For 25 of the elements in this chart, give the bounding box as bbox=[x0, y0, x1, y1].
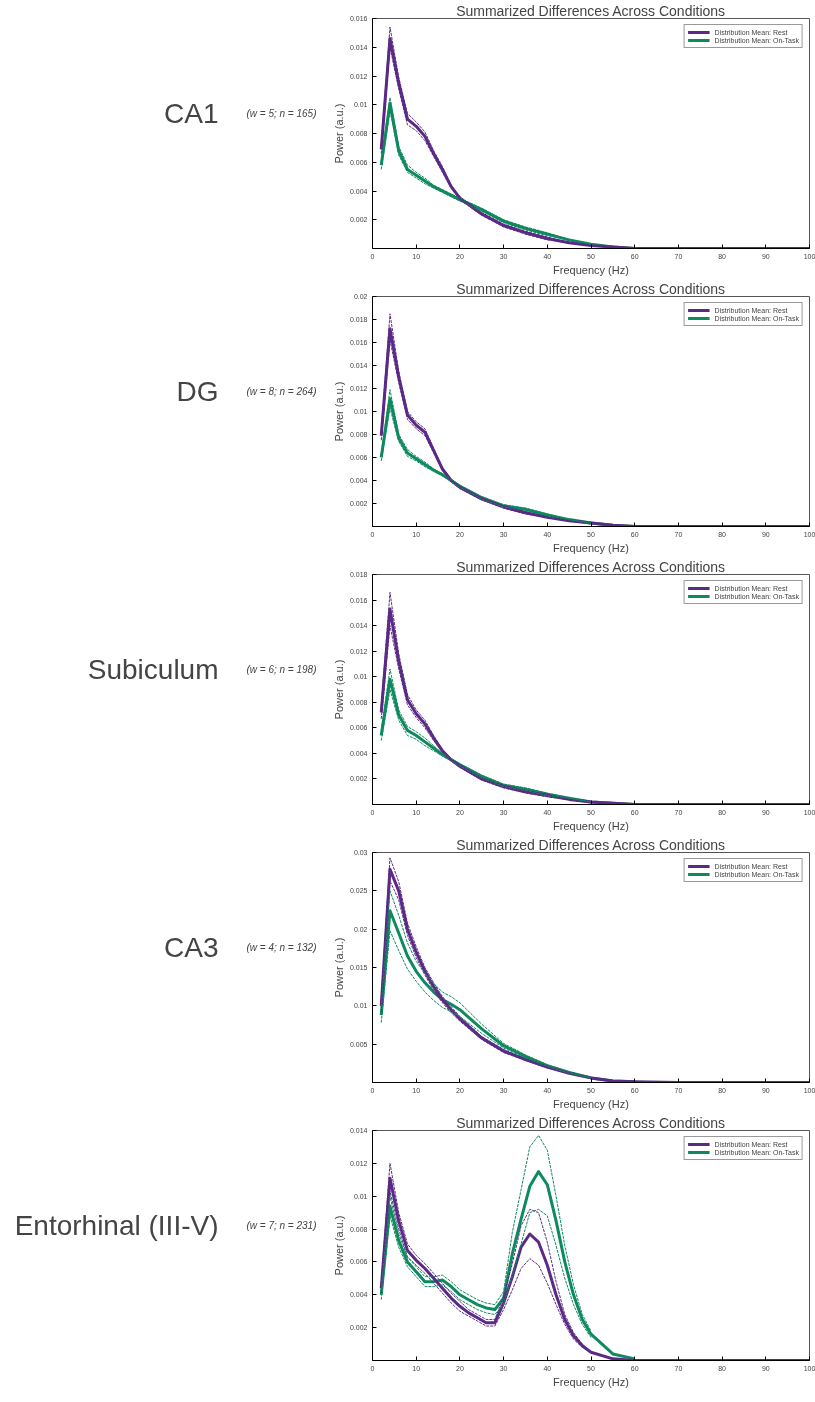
y-axis-title: Power (a.u.) bbox=[332, 937, 345, 998]
text: DG bbox=[176, 376, 219, 407]
text: (w = 5; n = 165) bbox=[246, 108, 317, 119]
text: Entorhinal (III-V) bbox=[14, 1210, 219, 1241]
x-axis-title: Frequency (Hz) bbox=[553, 819, 629, 832]
x-axis-title: Frequency (Hz) bbox=[553, 1097, 629, 1110]
text: Subiculum bbox=[87, 654, 219, 685]
x-axis-title: Frequency (Hz) bbox=[553, 263, 629, 276]
text: (w = 6; n = 198) bbox=[246, 664, 317, 675]
y-axis-title: Power (a.u.) bbox=[332, 381, 345, 442]
x-axis-title: Frequency (Hz) bbox=[553, 541, 629, 554]
chart-title: Summarized Differences Across Conditions bbox=[456, 1114, 726, 1131]
chart-title: Summarized Differences Across Conditions bbox=[456, 2, 726, 19]
text: (w = 8; n = 264) bbox=[246, 386, 317, 397]
y-axis-title: Power (a.u.) bbox=[332, 659, 345, 720]
chart-title: Summarized Differences Across Conditions bbox=[456, 836, 726, 853]
text: (w = 7; n = 231) bbox=[246, 1220, 317, 1231]
chart-title: Summarized Differences Across Conditions bbox=[456, 558, 726, 575]
text: CA1 bbox=[164, 98, 219, 129]
y-axis-title: Power (a.u.) bbox=[332, 1215, 345, 1276]
y-axis-title: Power (a.u.) bbox=[332, 103, 345, 164]
text: (w = 4; n = 132) bbox=[246, 942, 317, 953]
text: CA3 bbox=[164, 932, 219, 963]
x-axis-title: Frequency (Hz) bbox=[553, 1375, 629, 1388]
chart-title: Summarized Differences Across Conditions bbox=[456, 280, 726, 297]
